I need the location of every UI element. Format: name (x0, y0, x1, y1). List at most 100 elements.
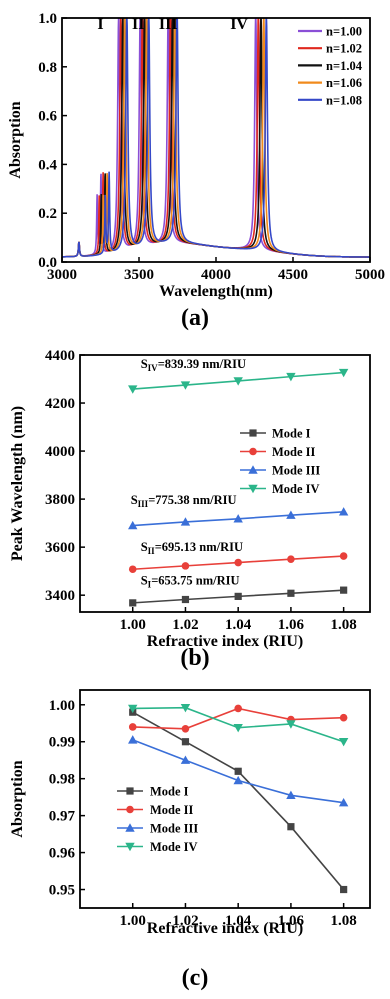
x-tick-label: 1.08 (331, 913, 357, 929)
legend-label: Mode IV (150, 840, 198, 854)
y-tick-label: 0.2 (38, 206, 57, 222)
y-tick-label: 0.4 (38, 157, 57, 173)
y-tick-label: 0.96 (49, 846, 76, 862)
panel-a: 3000 3500 4000 4500 5000 0.0 0.2 0.4 0.6 0.8 1.0 Wa… (7, 11, 385, 331)
data-point (340, 586, 348, 594)
legend-marker (125, 842, 135, 852)
mode-label-II: II (132, 16, 144, 33)
data-point (181, 562, 190, 570)
x-tick-label: 5000 (355, 267, 385, 283)
legend-label: Mode IV (272, 482, 320, 496)
sensitivity-annotation: SII=695.13 nm/RIU (141, 540, 243, 556)
annotation-base: S (141, 540, 148, 554)
legend-label: Mode I (272, 427, 311, 441)
data-point (233, 775, 243, 785)
y-tick-label: 4000 (45, 444, 75, 460)
data-point (234, 592, 242, 600)
legend-marker (126, 787, 134, 795)
series-line-Mode I (132, 711, 345, 891)
data-point (338, 738, 349, 747)
data-point (287, 823, 295, 831)
panel-c: 1.00 1.02 1.04 1.06 1.08 0.95 0.96 0.97 0.98 0.99… (9, 689, 371, 991)
legend-marker (249, 447, 257, 456)
data-point (181, 595, 190, 604)
sensitivity-annotation: SIV=839.39 nm/RIU (141, 357, 246, 373)
data-point (128, 723, 137, 731)
data-point (286, 790, 296, 800)
legend-label: n=1.04 (326, 59, 363, 73)
panel-c-frame (79, 689, 371, 909)
data-point (286, 720, 296, 729)
data-point (180, 381, 191, 390)
x-tick-label: 1.00 (120, 617, 146, 633)
data-point (181, 738, 190, 746)
y-axis-label: Absorption (9, 760, 26, 837)
annotation-subscript: IV (148, 363, 159, 373)
annotation-value: =775.38 nm/RIU (148, 493, 236, 507)
caption-a: (a) (181, 305, 209, 331)
legend-marker (248, 465, 258, 474)
y-tick-label: 4400 (45, 348, 75, 364)
x-tick-label: 1.04 (225, 617, 252, 633)
annotation-value: =839.39 nm/RIU (158, 357, 246, 371)
annotation-base: S (141, 573, 148, 587)
y-axis-label: Peak Wavelength (nm) (9, 406, 26, 561)
mode-label-III: III (159, 16, 178, 33)
y-tick-label: 0.97 (49, 809, 76, 825)
legend-label: n=1.08 (326, 93, 362, 107)
annotation-subscript: III (138, 499, 149, 509)
x-axis-label: Wavelength(nm) (159, 283, 273, 300)
mode-label-I: I (97, 16, 103, 33)
data-point (287, 555, 295, 563)
legend-label: n=1.06 (326, 76, 362, 90)
x-tick-label: 1.04 (225, 913, 252, 929)
data-point (128, 704, 138, 714)
data-point (128, 385, 138, 394)
x-tick-label: 1.08 (331, 617, 357, 633)
x-axis-label: Refractive index (RIU) (147, 920, 303, 937)
data-point (129, 599, 137, 607)
data-point (181, 724, 190, 733)
legend-label: Mode I (150, 785, 189, 799)
x-tick-label: 4500 (278, 267, 308, 283)
y-tick-label: 0.8 (38, 60, 57, 76)
sensitivity-annotation: SI=653.75 nm/RIU (141, 573, 240, 589)
legend-marker (248, 484, 258, 494)
legend-marker (125, 823, 135, 832)
data-point (234, 767, 242, 775)
annotation-value: =653.75 nm/RIU (151, 573, 239, 587)
x-axis-label: Refractive index (RIU) (147, 633, 303, 650)
data-point (234, 704, 242, 713)
x-tick-label: 4000 (201, 267, 231, 283)
data-point (234, 558, 242, 567)
legend-label: Mode III (272, 464, 320, 478)
data-point (287, 589, 295, 597)
legend-label: n=1.00 (326, 25, 362, 39)
legend-label: Mode II (150, 803, 194, 817)
annotation-base: S (131, 493, 138, 507)
y-tick-label: 3800 (45, 492, 75, 508)
data-point (338, 368, 349, 378)
legend-label: Mode II (272, 445, 316, 459)
legend-label: n=1.02 (326, 42, 362, 56)
y-tick-label: 0.0 (38, 255, 57, 271)
panel-a-spectra (62, 17, 370, 258)
x-tick-label: 1.00 (120, 913, 146, 929)
y-tick-label: 3400 (45, 588, 75, 604)
annotation-value: =695.13 nm/RIU (155, 540, 243, 554)
data-point (180, 755, 191, 764)
x-tick-label: 3500 (124, 267, 154, 283)
data-point (233, 514, 243, 523)
panel-b-frame (79, 354, 371, 613)
legend-label: Mode III (150, 822, 198, 836)
x-tick-label: 1.02 (172, 617, 198, 633)
y-tick-label: 1.0 (38, 11, 57, 27)
y-tick-label: 0.6 (38, 109, 57, 125)
y-tick-label: 4200 (45, 396, 75, 412)
data-point (128, 735, 138, 744)
data-point (339, 713, 348, 722)
legend-marker (126, 805, 134, 814)
sensitivity-annotation: SIII=775.38 nm/RIU (131, 493, 237, 509)
y-tick-label: 3600 (45, 540, 75, 556)
